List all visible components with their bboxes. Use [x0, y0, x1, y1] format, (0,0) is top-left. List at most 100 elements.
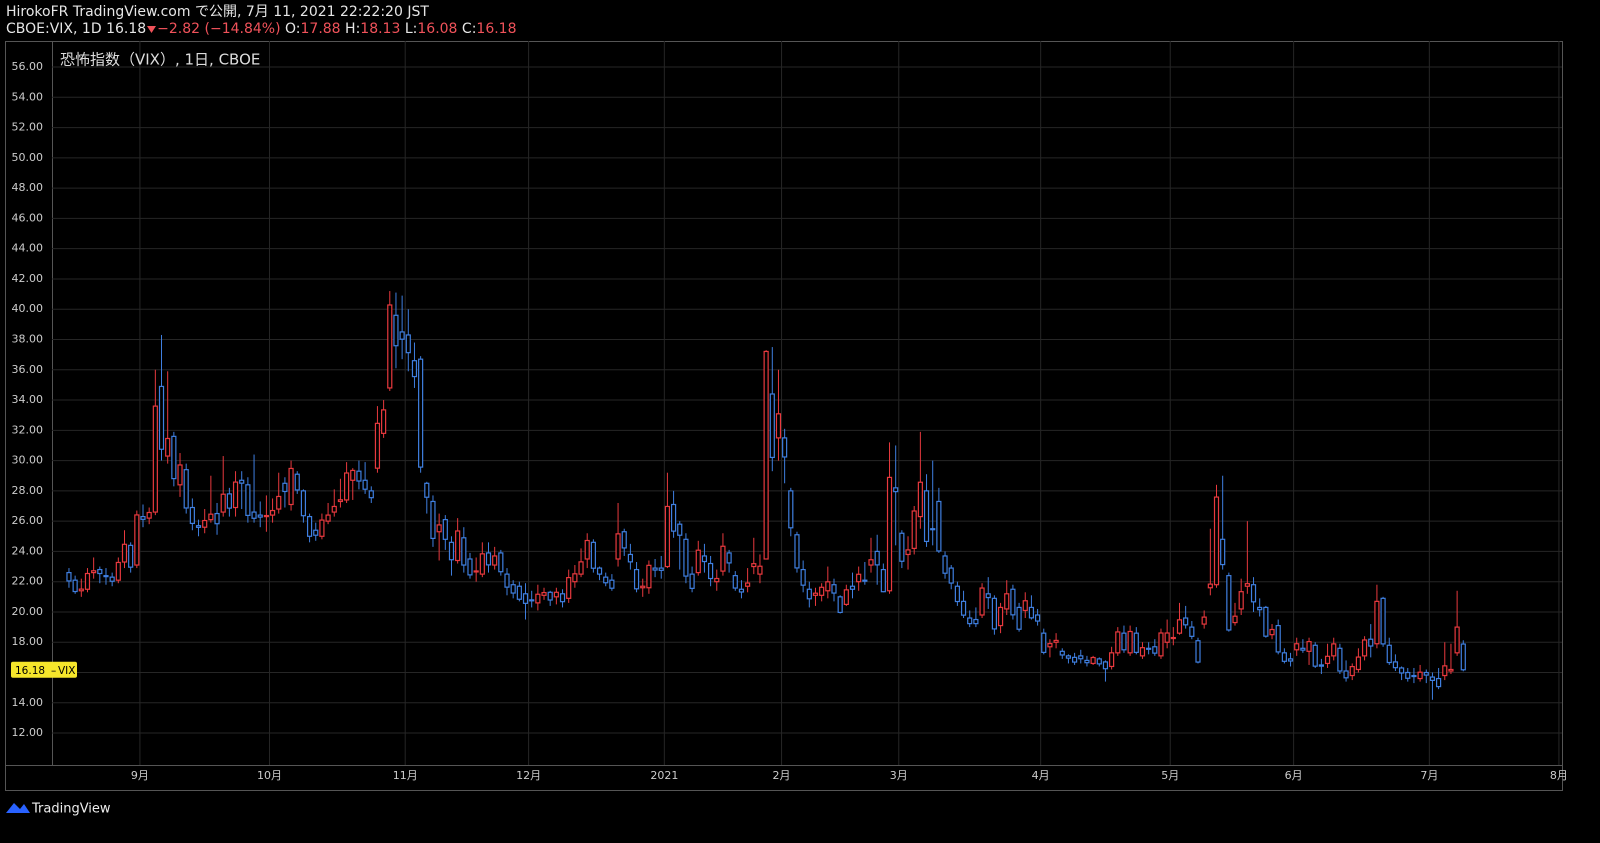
candle-body	[782, 437, 788, 458]
y-tick-label: 54.00	[12, 90, 44, 103]
candle-body	[553, 591, 559, 598]
candle-body	[843, 589, 849, 605]
candle-body	[504, 573, 510, 588]
candle-body	[1442, 665, 1448, 677]
candle-body	[658, 567, 664, 571]
candle-body	[1436, 677, 1442, 688]
candle-body	[306, 516, 313, 537]
price-label-name: VIX	[58, 665, 75, 677]
candle-body	[695, 549, 701, 574]
candle-body	[1078, 655, 1084, 660]
candle-body	[973, 618, 979, 625]
candle-body	[868, 559, 874, 566]
candle-body	[886, 476, 893, 592]
candle-body	[708, 562, 714, 580]
candle-body	[849, 585, 856, 590]
candle-body	[923, 490, 930, 543]
candle-body	[109, 576, 115, 582]
candle-body	[1072, 656, 1078, 663]
candle-body	[899, 532, 905, 562]
candle-body	[479, 553, 485, 575]
y-tick-label: 48.00	[12, 181, 44, 194]
candle-body	[424, 482, 430, 498]
candle-body	[282, 482, 288, 493]
candle-body	[300, 490, 307, 517]
candle-body	[1028, 606, 1035, 619]
candle-body	[448, 541, 455, 561]
candle-body	[263, 514, 269, 518]
candle-body	[1010, 588, 1016, 616]
candle-body	[362, 479, 368, 490]
candle-body	[1139, 647, 1146, 657]
candle-body	[1386, 644, 1392, 664]
h-key: H:	[345, 21, 361, 37]
candle-body	[72, 579, 78, 593]
candle-body	[1257, 606, 1263, 611]
candle-body	[1047, 643, 1053, 648]
candle-body	[294, 473, 300, 491]
candle-body	[1226, 575, 1232, 631]
o-key: O:	[285, 21, 301, 37]
y-tick-label: 42.00	[12, 272, 44, 285]
candle-body	[559, 593, 566, 603]
candle-body	[134, 514, 140, 566]
candle-body	[436, 524, 442, 533]
candle-body	[1355, 656, 1362, 671]
candle-body	[757, 565, 763, 575]
candle-body	[1423, 671, 1429, 676]
c-key: C:	[461, 21, 477, 37]
y-tick-label: 24.00	[12, 544, 44, 557]
candle-body	[1065, 655, 1072, 659]
candle-body	[1053, 639, 1059, 643]
candle-body	[189, 506, 195, 525]
candle-body	[930, 528, 936, 531]
candle-body	[165, 437, 171, 457]
x-tick-label: 5月	[1161, 769, 1179, 782]
candle-body	[245, 484, 251, 516]
candle-body	[251, 511, 257, 519]
candle-body	[880, 568, 886, 593]
candle-body	[418, 358, 424, 468]
candle-body	[1041, 632, 1047, 653]
candle-body	[1324, 655, 1331, 665]
candle-body	[319, 519, 325, 537]
candle-body	[603, 576, 609, 584]
candle-body	[257, 514, 263, 518]
y-tick-label: 44.00	[12, 242, 44, 255]
candle-body	[1294, 643, 1300, 651]
candle-body	[819, 586, 825, 596]
candle-body	[510, 584, 516, 594]
candle-body	[269, 509, 276, 516]
candle-body	[220, 493, 226, 513]
x-tick-label: 12月	[516, 769, 541, 782]
candle-body	[1016, 606, 1022, 630]
candle-body	[152, 405, 158, 513]
candle-body	[960, 600, 967, 616]
candle-body	[1429, 676, 1436, 681]
candle-body	[356, 470, 362, 482]
candle-body	[627, 553, 633, 563]
candle-body	[738, 588, 745, 593]
candle-body	[1380, 597, 1386, 645]
candle-body	[1349, 666, 1355, 677]
x-tick-label: 4月	[1032, 769, 1050, 782]
y-tick-label: 18.00	[12, 635, 44, 648]
candle-body	[1460, 643, 1466, 671]
candle-body	[911, 510, 917, 549]
candle-body	[1213, 496, 1220, 586]
candle-body	[578, 561, 584, 575]
candle-body	[794, 534, 800, 569]
candle-body	[1306, 641, 1312, 652]
candle-body	[997, 606, 1004, 627]
candle-body	[343, 472, 350, 501]
candle-body	[948, 567, 954, 584]
candle-body	[874, 550, 880, 566]
candle-body	[208, 513, 214, 521]
candle-body	[596, 567, 603, 575]
candle-body	[467, 558, 473, 576]
candle-body	[1287, 658, 1294, 662]
candle-body	[1115, 631, 1121, 654]
price-label-box	[11, 661, 77, 678]
candle-body	[84, 572, 91, 590]
candle-body	[1146, 647, 1152, 650]
